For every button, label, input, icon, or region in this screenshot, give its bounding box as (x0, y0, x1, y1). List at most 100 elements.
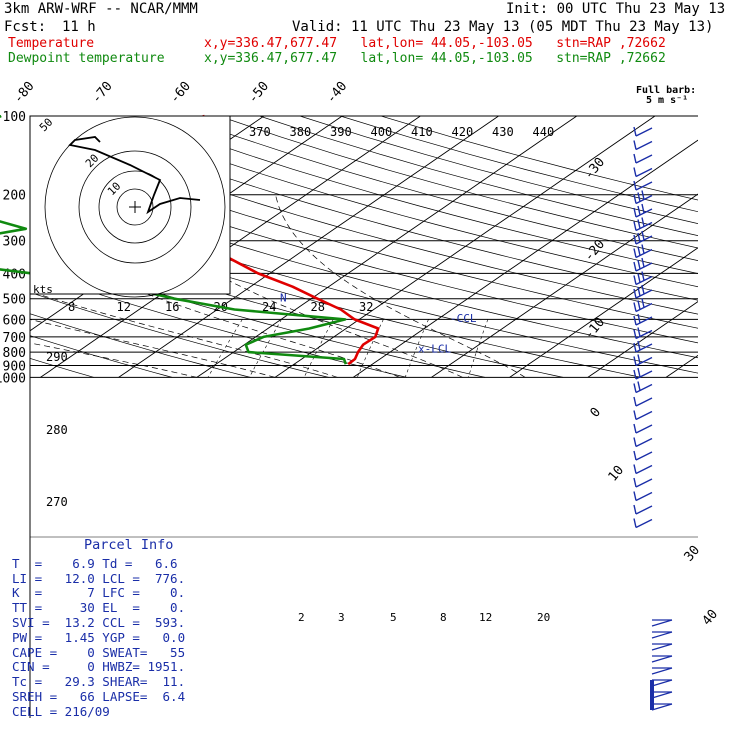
isotherm-line (352, 139, 698, 378)
theta-tick-label: 420 (452, 125, 474, 139)
wind-barb (635, 167, 653, 178)
wind-barb-flag (633, 491, 637, 501)
mixing-ratio-line (404, 319, 429, 378)
wind-barb-flag (633, 126, 637, 137)
wind-barb-flag (633, 518, 637, 528)
wind-barb-flag (633, 383, 637, 393)
level-annotation: N (280, 292, 287, 305)
index-tick-label: 32 (359, 300, 373, 314)
wind-barb (635, 397, 653, 407)
wind-barb (635, 181, 653, 191)
mixing-ratio-label: 5 (390, 611, 397, 624)
moist-adiabat-line (126, 194, 463, 378)
wind-barb-flag (641, 203, 645, 214)
parcel-info-row: SVI = 13.2 CCL = 593. (12, 614, 186, 630)
parcel-info-row: PW = 1.45 YGP = 0.0 (12, 629, 186, 645)
wind-legend-title: Full barb: (636, 85, 697, 96)
wind-barb-flag (637, 340, 641, 351)
wind-barb-flag (633, 302, 637, 312)
dewpoint-legend: Dewpoint temperature (8, 51, 165, 66)
wind-barb-flag (633, 234, 637, 245)
pressure-tick-label: 500 (3, 293, 26, 308)
level-annotation: x-LCL (418, 343, 451, 356)
wind-barb (635, 329, 653, 340)
wind-barb (635, 424, 653, 434)
isotherm-line (587, 301, 698, 378)
dry-adiabat-line (380, 116, 698, 201)
wind-barb-flag (633, 288, 637, 299)
mixing-ratio-label: 3 (338, 611, 345, 624)
theta-tick-label: 390 (330, 125, 352, 139)
mixing-ratio-line (207, 319, 243, 378)
mixing-ratio-line (468, 319, 489, 378)
parcel-info-row: CELL = 216/09 (12, 703, 110, 719)
isotherm-tick-label: 30 (682, 543, 704, 565)
wind-barb-flag (637, 246, 641, 256)
isotherm-tick-label: -70 (89, 79, 116, 107)
valid-time: Valid: 11 UTC Thu 23 May 13 (05 MDT Thu … (292, 19, 714, 35)
wind-barb-flag (633, 396, 637, 407)
mixing-ratio-label: 12 (479, 611, 492, 624)
wind-barb-flag (633, 450, 637, 461)
pressure-tick-label: 1000 (0, 371, 26, 386)
theta-tick-label: 400 (371, 125, 393, 139)
wind-barb-flag (641, 271, 645, 281)
parcel-info-row: Tc = 29.3 SHEAR= 11. (12, 674, 186, 690)
dry-adiabat-line (56, 116, 698, 301)
pressure-tick-label: 200 (3, 189, 26, 204)
wind-barb-flag (637, 300, 641, 310)
wind-barb-flag (633, 194, 637, 204)
moist-adiabat-line (275, 194, 526, 378)
isotherm-tick-label: 0 (588, 405, 605, 421)
parcel-info-row: CAPE = 0 SWEAT= 55 (12, 644, 186, 660)
wind-barb-flag (633, 248, 637, 258)
dry-adiabat-line (30, 250, 486, 378)
wind-barb-flag (633, 504, 637, 515)
wind-barb (635, 451, 653, 461)
theta-tick-label: 290 (46, 350, 68, 364)
hodograph-ring (44, 116, 226, 298)
wind-barb-flag (633, 464, 637, 474)
wind-barb-flag (633, 275, 637, 285)
wind-barb (651, 655, 673, 663)
hodograph-ring (78, 150, 192, 264)
dry-adiabat-line (259, 116, 698, 237)
isotherm-line (118, 116, 499, 378)
moist-adiabat-line (30, 291, 338, 378)
theta-tick-label: 440 (533, 125, 555, 139)
mixing-ratio-label: 8 (440, 611, 447, 624)
wind-barb-flag (633, 207, 637, 218)
wind-barb-flag (633, 423, 637, 434)
forecast-label: Fcst: (4, 19, 47, 35)
mixing-ratio-label: 2 (298, 611, 305, 624)
wind-barb-flag (633, 153, 637, 164)
pressure-tick-label: 800 (3, 346, 26, 361)
parcel-info-row: LI = 12.0 LCL = 776. (12, 570, 186, 586)
index-tick-label: 16 (165, 300, 179, 314)
index-tick-label: 28 (311, 300, 325, 314)
wind-barb-flag (633, 140, 637, 150)
wind-barb-flag (633, 356, 637, 366)
model-title: 3km ARW-WRF -- NCAR/MMM (4, 1, 198, 17)
dry-adiabat-line (30, 138, 698, 329)
level-annotation: -CCL (450, 312, 477, 325)
isotherm-line (196, 116, 578, 378)
wind-barb-flag (641, 244, 645, 254)
isotherm-tick-label: -80 (11, 79, 38, 107)
parcel-info-row: K = 7 LFC = 0. (12, 585, 186, 601)
wind-barb-flag (641, 190, 645, 200)
isotherm-tick-label: -30 (582, 155, 609, 183)
wind-barb-flag (637, 381, 641, 391)
pressure-tick-label: 900 (3, 359, 26, 374)
wind-barb-flag (633, 167, 637, 177)
wind-legend-value: 5 m s⁻¹ (646, 95, 689, 106)
wind-barb-flag (633, 329, 637, 339)
pressure-tick-label: 600 (3, 313, 26, 328)
wind-barb-flag (637, 354, 641, 364)
dry-adiabat-line (30, 231, 564, 378)
hodograph-box (29, 115, 231, 295)
isotherm-tick-label: -50 (246, 79, 273, 107)
wind-barb (635, 383, 653, 394)
isotherm-line (274, 116, 656, 378)
parcel-info-rows: T = 6.9 Td = 6.6 LI = 12.0 LCL = 776. K = … (12, 556, 242, 720)
